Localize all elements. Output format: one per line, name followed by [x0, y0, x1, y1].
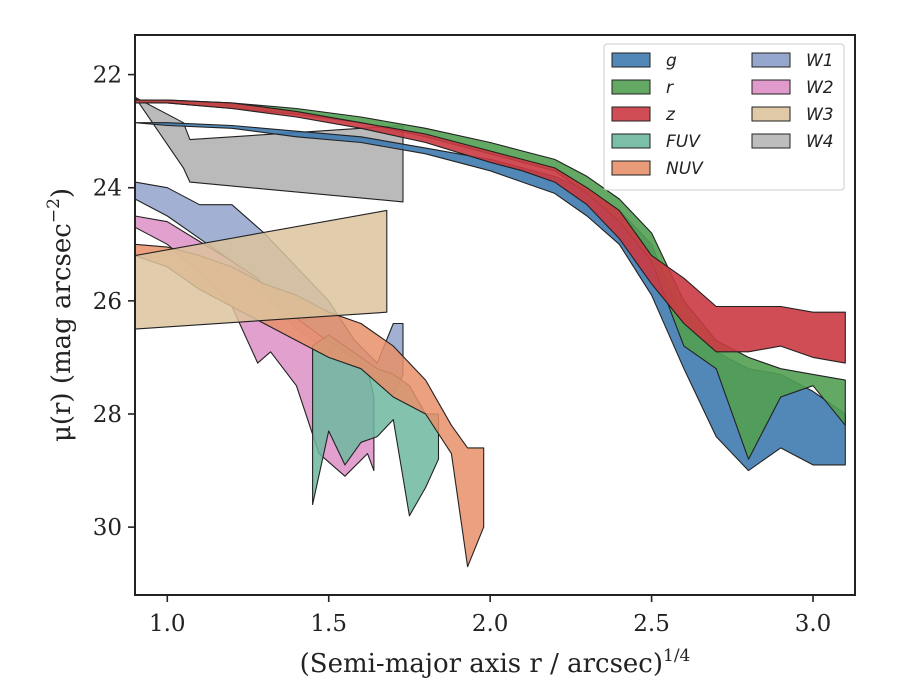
legend-label-fuv: FUV — [666, 132, 701, 152]
x-axis: 1.0 1.5 2.0 2.5 3.0 — [149, 595, 831, 637]
legend-label-nuv: NUV — [666, 159, 704, 179]
x-tick-label: 3.0 — [795, 611, 832, 637]
legend-swatch-r — [611, 79, 651, 95]
y-axis: 22 24 26 28 30 — [93, 63, 135, 541]
profile-bands — [135, 96, 846, 568]
legend-swatch-w1 — [751, 52, 791, 68]
legend-swatch-w3 — [751, 106, 791, 122]
legend-swatch-w4 — [751, 133, 791, 149]
x-tick-label: 1.0 — [149, 611, 186, 637]
x-axis-label: (Semi-major axis r / arcsec)1/4 — [300, 646, 691, 679]
legend-label-w3: W3 — [806, 105, 834, 125]
legend-label-r: r — [666, 78, 674, 98]
legend-label-w1: W1 — [806, 51, 834, 71]
legend-swatch-g — [611, 52, 651, 68]
legend-swatch-z — [611, 106, 651, 122]
x-tick-label: 1.5 — [310, 611, 347, 637]
legend-label-w4: W4 — [806, 132, 834, 152]
legend-swatch-fuv — [611, 133, 651, 149]
y-tick-label: 28 — [93, 402, 122, 428]
legend-label-g: g — [666, 51, 677, 71]
y-axis-label: μ(r) (mag arcsec−2) — [44, 188, 77, 442]
x-tick-label: 2.5 — [633, 611, 670, 637]
y-axis-label-exponent: −2 — [44, 198, 64, 223]
legend-label-z: z — [665, 105, 676, 125]
y-tick-label: 30 — [93, 515, 122, 541]
x-tick-label: 2.0 — [472, 611, 509, 637]
y-tick-label: 26 — [93, 289, 122, 315]
band-w3 — [135, 209, 388, 330]
legend: grz FUV NUV W1 W2 W3 W4 — [603, 43, 845, 191]
x-axis-label-exponent: 1/4 — [663, 646, 690, 666]
legend-swatch-w2 — [751, 79, 791, 95]
y-tick-label: 24 — [93, 176, 122, 202]
legend-label-w2: W2 — [806, 78, 834, 98]
plot-frame — [134, 34, 856, 596]
legend-swatch-nuv — [611, 160, 651, 176]
band-z — [135, 99, 846, 364]
y-tick-label: 22 — [93, 63, 122, 89]
